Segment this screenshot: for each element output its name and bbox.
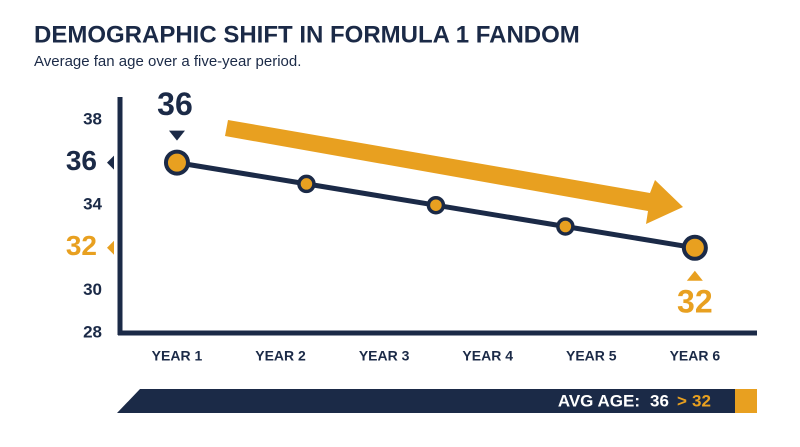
y-tick-marker [107,240,114,255]
footer-end-value: 32 [692,391,711,410]
end-pointer [686,270,703,281]
x-tick-label: YEAR 1 [152,348,203,364]
y-tick-label: 38 [83,109,102,128]
end-value-label: 32 [677,283,713,319]
start-pointer [168,130,185,141]
x-tick-label: YEAR 6 [670,348,721,364]
trend-arrow [225,120,683,224]
y-tick-label: 30 [83,280,102,299]
y-tick-marker [107,155,114,170]
x-tick-label: YEAR 2 [255,348,306,364]
y-tick-label: 36 [66,145,97,176]
data-point [556,217,575,236]
data-point [426,195,446,215]
x-tick-label: YEAR 5 [566,348,617,364]
y-tick-label: 28 [83,322,102,341]
footer-band [117,389,757,413]
footer-bar [117,389,757,413]
y-tick-label: 32 [66,230,97,261]
footer-accent [735,389,757,413]
chart-subtitle: Average fan age over a five-year period. [34,53,301,70]
chart-title: DEMOGRAPHIC SHIFT IN FORMULA 1 FANDOM [34,21,580,48]
footer-label: AVG AGE: [558,391,640,410]
data-point [681,234,708,261]
data-point [297,174,316,194]
start-value-label: 36 [157,86,193,122]
x-tick-label: YEAR 4 [462,348,513,364]
y-tick-label: 34 [83,195,102,214]
trend-arrow-shape [225,120,683,224]
footer-start-value: 36 [650,391,669,410]
footer-separator: > [677,391,687,410]
x-tick-label: YEAR 3 [359,348,410,364]
data-point [163,149,190,176]
